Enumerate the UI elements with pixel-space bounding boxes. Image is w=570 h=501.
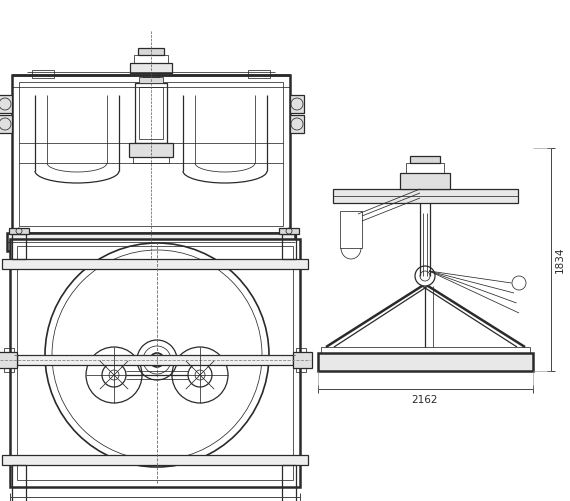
Bar [135,83,167,143]
Bar [271,273,289,278]
Bar [143,72,159,77]
Bar [290,115,304,133]
Bar [9,228,29,234]
Bar [333,189,518,203]
Bar [279,228,299,234]
Bar [4,348,14,352]
Bar [0,115,12,133]
Bar [12,75,290,233]
Bar [296,348,306,352]
Text: 2162: 2162 [412,395,438,405]
Bar [139,87,163,139]
Bar [275,251,285,273]
Bar [318,353,533,371]
Bar [139,77,163,83]
Bar [296,368,306,372]
Bar [12,465,26,501]
Bar [17,355,293,365]
Bar [17,246,293,480]
Bar [19,82,283,226]
Bar [406,163,444,173]
Bar [248,70,270,78]
Bar [0,352,17,368]
Bar [17,251,27,273]
Bar [13,273,31,278]
Bar [0,95,12,113]
Bar [282,465,296,501]
Bar [12,234,26,259]
Bar [290,95,304,113]
Bar [130,63,172,73]
Bar [138,48,164,55]
Bar [293,352,312,368]
Bar [10,239,300,487]
Bar [4,368,14,372]
Bar [321,347,530,353]
Circle shape [150,353,164,367]
Bar [129,143,173,157]
Bar [133,157,169,163]
Bar [2,455,308,465]
Bar [282,234,296,259]
Bar [32,70,54,78]
Bar [340,211,362,248]
Bar [400,173,450,189]
Bar [410,156,440,163]
Text: 1834: 1834 [555,247,565,273]
Bar [7,233,295,251]
Bar [134,55,168,63]
Bar [2,259,308,269]
